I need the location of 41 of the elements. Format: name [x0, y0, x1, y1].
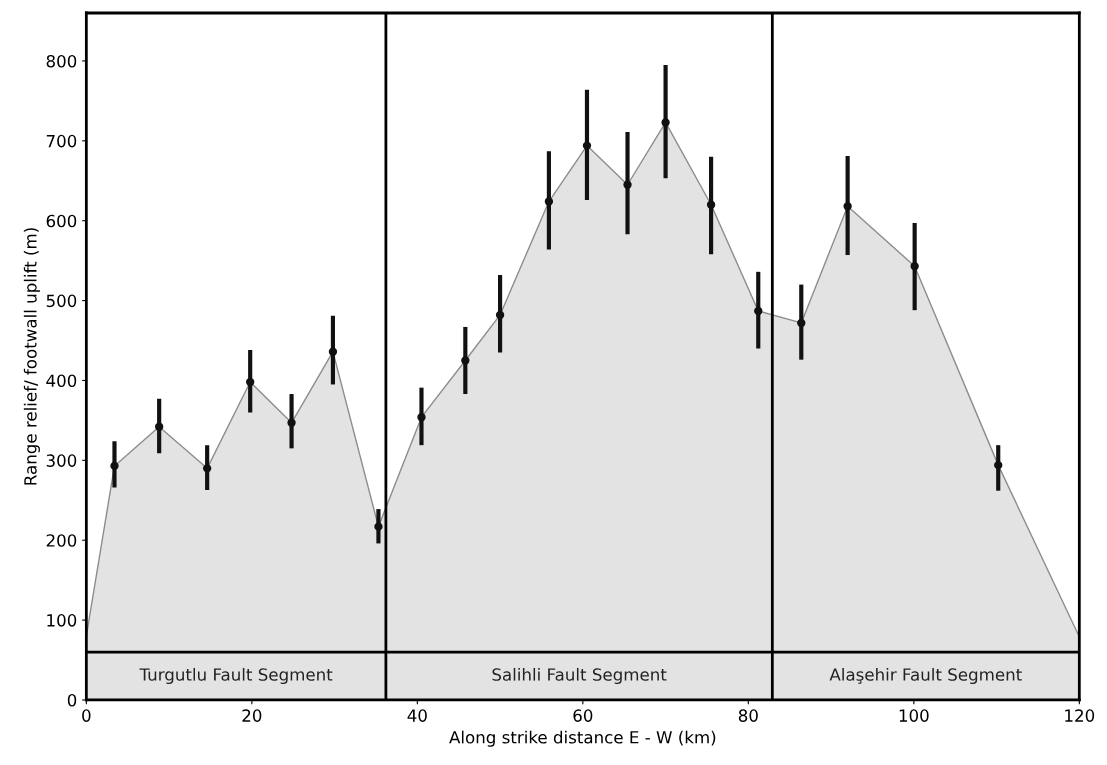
y-tick-label: 500: [46, 294, 77, 308]
point: [623, 180, 632, 189]
annotation: Turgutlu Fault Segment: [139, 667, 333, 685]
point: [374, 522, 383, 531]
point: [110, 461, 119, 471]
point: [910, 262, 919, 271]
y-tick-label: 400: [46, 374, 77, 388]
point: [328, 347, 338, 356]
x-tick-label: 40: [407, 709, 427, 722]
point: [797, 318, 806, 328]
annotation: Alaşehir Fault Segment: [829, 667, 1022, 685]
point: [287, 418, 296, 427]
annotation: Salihli Fault Segment: [492, 667, 667, 685]
point: [582, 141, 592, 150]
y-axis-title: Range relief/ footwall uplift (m): [23, 228, 40, 485]
point: [661, 118, 670, 127]
y-tick-label: 200: [46, 534, 77, 547]
point: [246, 377, 255, 387]
x-tick-label: 80: [738, 709, 758, 722]
y-tick-label: 100: [47, 614, 77, 627]
x-axis-title: Along strike distance E - W (km): [449, 730, 716, 747]
x-tick-label: 120: [1065, 709, 1095, 722]
point: [202, 464, 212, 473]
point: [461, 356, 470, 365]
y-tick-label: 800: [46, 54, 77, 68]
point: [154, 422, 164, 431]
x-tick-label: 20: [242, 709, 262, 722]
point: [706, 200, 716, 209]
y-tick-label: 300: [46, 454, 77, 467]
y-tick-label: 700: [46, 134, 77, 148]
point: [495, 310, 505, 320]
x-tick-label: 60: [573, 709, 593, 722]
y-tick-label: 600: [46, 214, 77, 228]
point: [843, 202, 852, 211]
point: [417, 413, 426, 422]
point: [994, 460, 1003, 470]
x-tick-label: 0: [82, 709, 91, 722]
y-tick-label: 0: [67, 693, 77, 707]
point: [544, 197, 554, 206]
x-tick-label: 100: [899, 709, 929, 722]
point: [754, 306, 763, 316]
